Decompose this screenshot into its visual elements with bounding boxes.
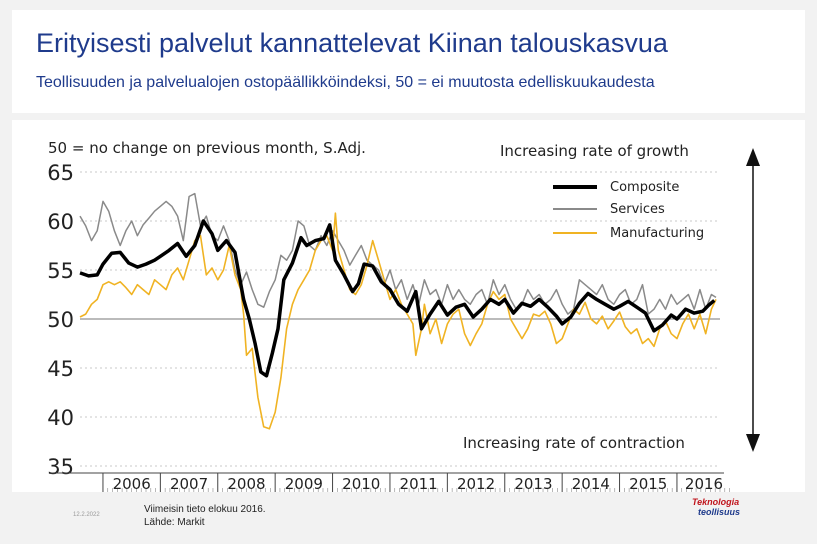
pmi-line-chart: 35 40 45 50 55 60 65 50 = no change on previou… <box>47 139 760 493</box>
y-tick-label-45: 45 <box>47 357 74 381</box>
logo-teknologiateollisuus: Teknologia teollisuus <box>692 497 740 517</box>
y-axis-ticks: 35 40 45 50 55 60 65 <box>47 161 74 479</box>
x-tick-label-2009: 2009 <box>285 475 323 492</box>
x-tick-label-2006: 2006 <box>113 475 151 492</box>
x-tick-label-2013: 2013 <box>514 475 552 492</box>
series-line-services <box>79 192 717 315</box>
page-title: Erityisesti palvelut kannattelevat Kiina… <box>36 28 668 58</box>
x-tick-label-2011: 2011 <box>400 475 438 492</box>
x-axis: 2006 2007 2008 2009 2010 2011 2012 2013 2014 2015… <box>50 472 730 493</box>
y-tick-label-40: 40 <box>47 406 74 430</box>
chart-note: 50 = no change on previous month, S.Adj. <box>48 139 366 157</box>
x-tick-label-2016: 2016 <box>685 475 723 492</box>
series-line-composite <box>79 219 716 378</box>
x-tick-label-2012: 2012 <box>457 475 495 492</box>
footnote: Viimeisin tieto elokuu 2016. Lähde: Mark… <box>144 503 266 529</box>
x-tick-label-2010: 2010 <box>342 475 380 492</box>
x-tick-label-2015: 2015 <box>629 475 667 492</box>
x-tick-label-2007: 2007 <box>170 475 208 492</box>
series-line-manufacturing <box>79 212 717 430</box>
y-tick-label-35: 35 <box>47 455 74 479</box>
legend-label-composite: Composite <box>610 180 679 195</box>
logo-line2: teollisuus <box>698 507 741 517</box>
page-subtitle: Teollisuuden ja palvelualojen ostopäälli… <box>36 74 655 91</box>
x-tick-label-2014: 2014 <box>572 475 610 492</box>
series-layer <box>79 192 717 430</box>
slide-date: 12.2.2022 <box>73 512 100 518</box>
logo-line1: Teknologia <box>692 497 740 507</box>
double-arrow-icon <box>746 148 760 452</box>
header-panel: Erityisesti palvelut kannattelevat Kiina… <box>12 10 805 113</box>
y-tick-label-55: 55 <box>47 259 74 283</box>
x-tick-label-2008: 2008 <box>227 475 265 492</box>
footnote-latest-data: Viimeisin tieto elokuu 2016. <box>144 504 266 515</box>
annotation-contraction: Increasing rate of contraction <box>463 434 685 452</box>
footnote-source: Lähde: Markit <box>144 517 205 528</box>
chart-panel: 35 40 45 50 55 60 65 50 = no change on previou… <box>12 120 805 493</box>
chart-legend: Composite Services Manufacturing <box>553 180 704 241</box>
legend-label-manufacturing: Manufacturing <box>610 226 704 241</box>
annotation-growth: Increasing rate of growth <box>500 142 689 160</box>
legend-label-services: Services <box>610 202 665 217</box>
y-tick-label-60: 60 <box>47 210 74 234</box>
y-tick-label-50: 50 <box>47 308 74 332</box>
y-tick-label-65: 65 <box>47 161 74 185</box>
